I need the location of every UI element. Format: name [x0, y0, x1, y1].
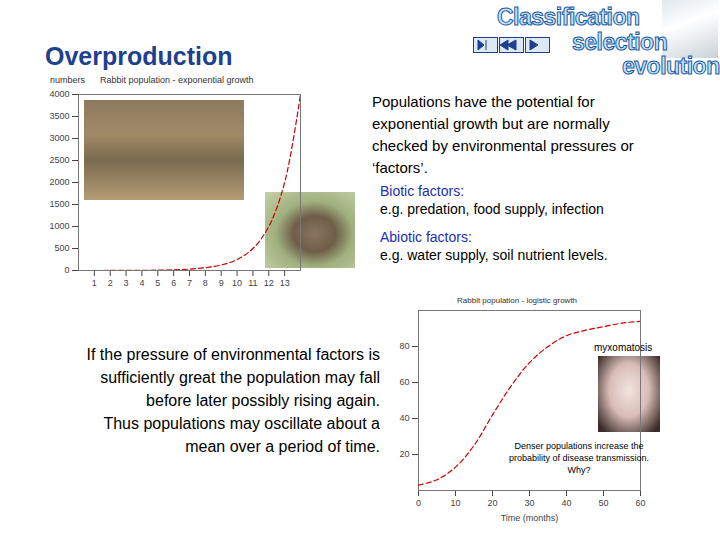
svg-text:20: 20: [487, 498, 497, 508]
svg-text:9: 9: [219, 278, 224, 288]
svg-text:3: 3: [124, 278, 129, 288]
html-text:e.g. water supply, soil nutrie: e.g. water supply, soil nutrient levels.: [380, 247, 608, 263]
html-text:Rabbit population - exponentia: Rabbit population - exponential growth: [100, 75, 254, 85]
svg-text:8: 8: [203, 278, 208, 288]
html-text:myxomatosis: myxomatosis: [594, 342, 653, 353]
svg-text:6: 6: [171, 278, 176, 288]
svg-text:7: 7: [187, 278, 192, 288]
html-text:sufficiently great the populat: sufficiently great the population may fa…: [100, 369, 380, 386]
svg-text:2000: 2000: [49, 177, 69, 187]
html-text:e.g. predation, food supply, i: e.g. predation, food supply, infection: [380, 201, 604, 217]
svg-text:3500: 3500: [49, 111, 69, 121]
svg-text:40: 40: [399, 413, 409, 423]
svg-text:13: 13: [280, 278, 290, 288]
svg-text:1: 1: [92, 278, 97, 288]
svg-text:30: 30: [524, 498, 534, 508]
svg-text:Time (months): Time (months): [501, 513, 559, 523]
svg-text:0: 0: [64, 265, 69, 275]
svg-text:20: 20: [399, 449, 409, 459]
html-text:If the pressure of environment: If the pressure of environmental factors…: [86, 346, 380, 363]
html-text:Populations have the potential: Populations have the potential for: [372, 93, 595, 110]
html-text:‘factors’.: ‘factors’.: [372, 159, 428, 176]
html-text:Abiotic factors:: Abiotic factors:: [380, 229, 472, 245]
html-text:exponential growth but are nor: exponential growth but are normally: [372, 115, 610, 132]
html-text:selection: selection: [572, 29, 668, 55]
svg-text:60: 60: [635, 498, 645, 508]
svg-text:2: 2: [108, 278, 113, 288]
svg-text:4: 4: [139, 278, 144, 288]
html-text:mean over a period of time.: mean over a period of time.: [185, 438, 380, 455]
html-text:Denser populations increase th: Denser populations increase the probabil…: [509, 441, 649, 475]
html-text:before later possibly rising a: before later possibly rising again.: [146, 392, 380, 409]
svg-text:1500: 1500: [49, 199, 69, 209]
html-text:evolution: evolution: [622, 53, 720, 79]
svg-text:4000: 4000: [49, 89, 69, 99]
html-text:Thus populations may oscillate: Thus populations may oscillate about a: [103, 415, 380, 432]
html-text:Rabbit population - logistic g: Rabbit population - logistic growth: [457, 296, 578, 305]
svg-text:11: 11: [248, 278, 257, 288]
html-text:Classification: Classification: [497, 4, 640, 30]
svg-text:10: 10: [232, 278, 242, 288]
html-text:Biotic factors:: Biotic factors:: [380, 183, 464, 199]
svg-text:2500: 2500: [49, 155, 69, 165]
svg-text:5: 5: [155, 278, 160, 288]
svg-text:50: 50: [598, 498, 608, 508]
svg-text:80: 80: [399, 341, 409, 351]
html-text:numbers: numbers: [50, 75, 85, 85]
svg-text:12: 12: [264, 278, 274, 288]
svg-text:1000: 1000: [49, 221, 69, 231]
svg-text:3000: 3000: [49, 133, 69, 143]
svg-text:500: 500: [54, 243, 69, 253]
html-text:Overproduction: Overproduction: [45, 42, 233, 70]
svg-text:60: 60: [399, 377, 409, 387]
svg-text:10: 10: [450, 498, 460, 508]
svg-text:0: 0: [416, 498, 421, 508]
html-text:checked by environmental press: checked by environmental pressures or: [372, 137, 634, 154]
svg-text:40: 40: [561, 498, 571, 508]
